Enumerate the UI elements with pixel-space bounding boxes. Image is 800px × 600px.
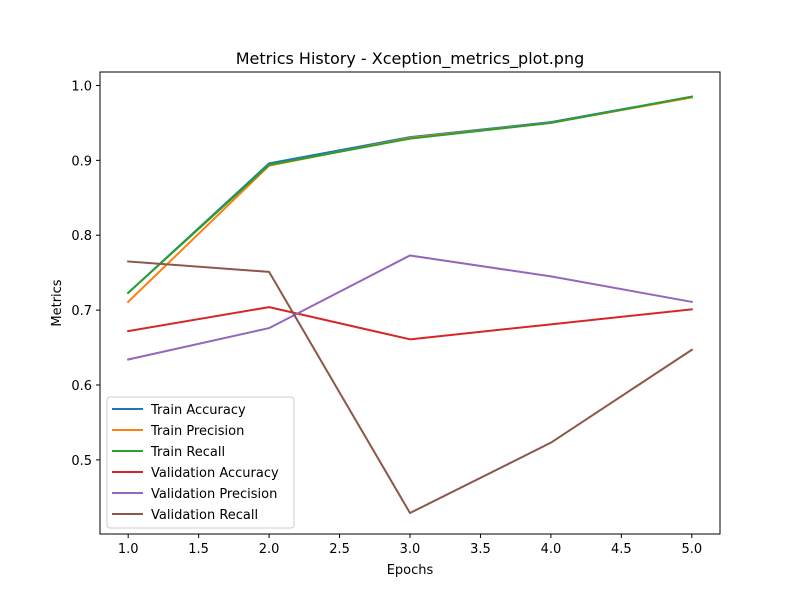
series-line-train-recall xyxy=(126,95,693,295)
x-tick-label: 4.5 xyxy=(611,542,632,557)
series-line-validation-precision xyxy=(126,254,693,361)
x-tick-label: 2.0 xyxy=(259,542,280,557)
x-axis-ticks: 1.0 1.5 2.0 2.5 3.0 3.5 4.0 4.5 5.0 xyxy=(118,534,702,557)
legend-label: Validation Recall xyxy=(151,508,258,523)
legend: Train Accuracy Train Precision Train Recal… xyxy=(106,396,295,529)
series-line-validation-accuracy xyxy=(127,306,693,341)
y-axis-ticks: 0.5 0.6 0.7 0.8 0.9 1.0 xyxy=(71,79,100,469)
legend-label: Train Recall xyxy=(150,445,225,460)
x-tick-label: 1.0 xyxy=(118,542,139,557)
y-axis-label: Metrics xyxy=(50,279,65,326)
x-tick-label: 4.0 xyxy=(541,542,562,557)
x-tick-label: 2.5 xyxy=(329,542,350,557)
y-tick-label: 0.7 xyxy=(71,304,92,319)
y-tick-label: 0.5 xyxy=(71,454,92,469)
x-tick-label: 1.5 xyxy=(188,542,209,557)
series-layer xyxy=(126,95,694,515)
y-tick-label: 0.6 xyxy=(71,379,92,394)
x-axis-label: Epochs xyxy=(387,563,434,578)
y-tick-label: 1.0 xyxy=(71,79,92,94)
x-tick-label: 3.0 xyxy=(400,542,421,557)
x-tick-label: 3.5 xyxy=(470,542,491,557)
x-tick-label: 5.0 xyxy=(681,542,702,557)
chart-title: Metrics History - Xception_metrics_plot.… xyxy=(236,49,585,69)
plot-frame xyxy=(99,71,721,535)
legend-label: Train Precision xyxy=(150,424,244,439)
legend-label: Validation Precision xyxy=(151,487,277,502)
legend-label: Train Accuracy xyxy=(150,403,246,418)
y-tick-label: 0.9 xyxy=(71,154,92,169)
series-line-validation-recall xyxy=(127,260,694,515)
legend-label: Validation Accuracy xyxy=(151,466,279,481)
y-tick-label: 0.8 xyxy=(71,229,92,244)
legend-box xyxy=(106,396,295,529)
